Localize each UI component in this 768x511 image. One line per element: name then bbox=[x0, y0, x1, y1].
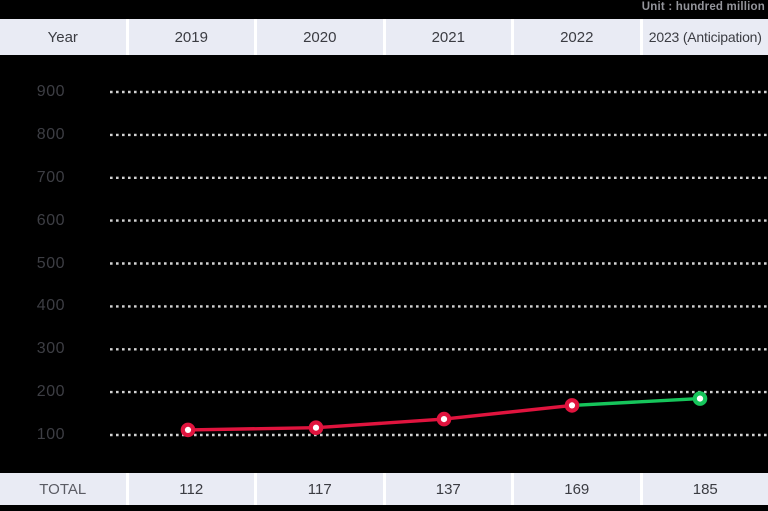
y-axis-tick-label: 100 bbox=[36, 426, 65, 443]
total-row: TOTAL 112 117 137 169 185 bbox=[0, 473, 768, 505]
year-header-row: Year 2019 2020 2021 2022 2023 (Anticipat… bbox=[0, 19, 768, 55]
total-value-2019: 112 bbox=[128, 473, 254, 505]
header-cell-2023-anticipation: 2023 (Anticipation) bbox=[642, 19, 768, 55]
data-point-marker-center bbox=[312, 424, 320, 431]
data-point-marker-center bbox=[440, 416, 448, 423]
line-chart-area: 100 200 300 400 500 600 700 800 900 bbox=[0, 55, 768, 473]
actual-line-segment bbox=[187, 403, 573, 432]
data-point-marker-center bbox=[184, 426, 192, 433]
total-value-2021: 137 bbox=[385, 473, 511, 505]
header-cell-2022: 2022 bbox=[514, 19, 640, 55]
y-axis-tick-label: 500 bbox=[36, 254, 65, 272]
total-row-label: TOTAL bbox=[0, 473, 126, 505]
data-point-marker-center bbox=[696, 395, 704, 402]
y-axis-tick-label: 200 bbox=[36, 383, 65, 401]
year-header-label: Year bbox=[0, 19, 126, 55]
total-value-2022: 169 bbox=[514, 473, 640, 505]
y-axis-tick-label: 300 bbox=[36, 340, 65, 358]
y-axis-tick-label: 600 bbox=[36, 211, 65, 229]
total-value-2023: 185 bbox=[642, 473, 768, 505]
header-cell-2020: 2020 bbox=[257, 19, 383, 55]
anticipation-line-segment bbox=[571, 396, 701, 408]
data-point-marker-center bbox=[568, 402, 576, 409]
y-axis-tick-label: 900 bbox=[36, 83, 65, 100]
header-cell-2021: 2021 bbox=[385, 19, 511, 55]
line-chart-svg bbox=[110, 90, 768, 438]
y-axis-tick-label: 400 bbox=[36, 297, 65, 315]
total-value-2020: 117 bbox=[257, 473, 383, 505]
header-cell-2019: 2019 bbox=[128, 19, 254, 55]
unit-label: Unit : hundred million bbox=[641, 1, 765, 13]
y-axis-tick-label: 800 bbox=[36, 125, 65, 143]
y-axis-tick-label: 700 bbox=[36, 168, 65, 186]
